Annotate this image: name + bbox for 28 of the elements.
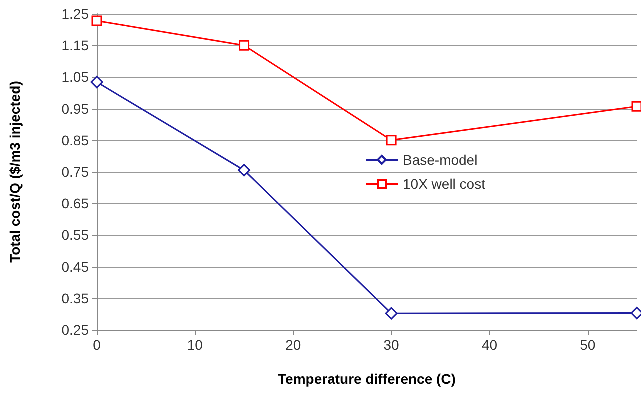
y-tick-label: 0.95 — [62, 100, 90, 117]
x-axis-title: Temperature difference (C) — [278, 371, 456, 387]
point — [90, 76, 104, 89]
y-tick-label: 0.55 — [62, 227, 90, 244]
y-tick-label: 0.45 — [62, 258, 90, 275]
point — [239, 40, 250, 51]
x-tick-label: 10 — [187, 337, 204, 353]
point — [386, 135, 397, 146]
legend-label: 10X well cost — [403, 176, 486, 192]
y-tick-label: 1.25 — [62, 6, 90, 22]
point — [385, 307, 398, 320]
y-tick-label: 0.35 — [62, 290, 90, 306]
y-tick-label: 0.65 — [62, 196, 90, 212]
legend-label: Base-model — [403, 152, 478, 168]
point — [92, 16, 102, 26]
point — [238, 164, 251, 177]
y-axis-title: Total cost/Q ($/m3 injected) — [7, 81, 23, 263]
x-tick-label: 20 — [286, 337, 302, 353]
x-tick-label: 30 — [384, 337, 400, 353]
x-tick-label: 50 — [580, 337, 596, 353]
y-tick-label: 1.05 — [62, 69, 90, 86]
x-tick-label: 0 — [93, 337, 102, 353]
y-tick-label: 0.25 — [62, 322, 90, 338]
y-tick-label: 1.15 — [62, 38, 90, 54]
x-tick-label: 40 — [482, 337, 498, 353]
y-tick-label: 0.85 — [62, 132, 90, 148]
point — [632, 101, 641, 112]
y-tick-label: 0.75 — [62, 164, 90, 180]
